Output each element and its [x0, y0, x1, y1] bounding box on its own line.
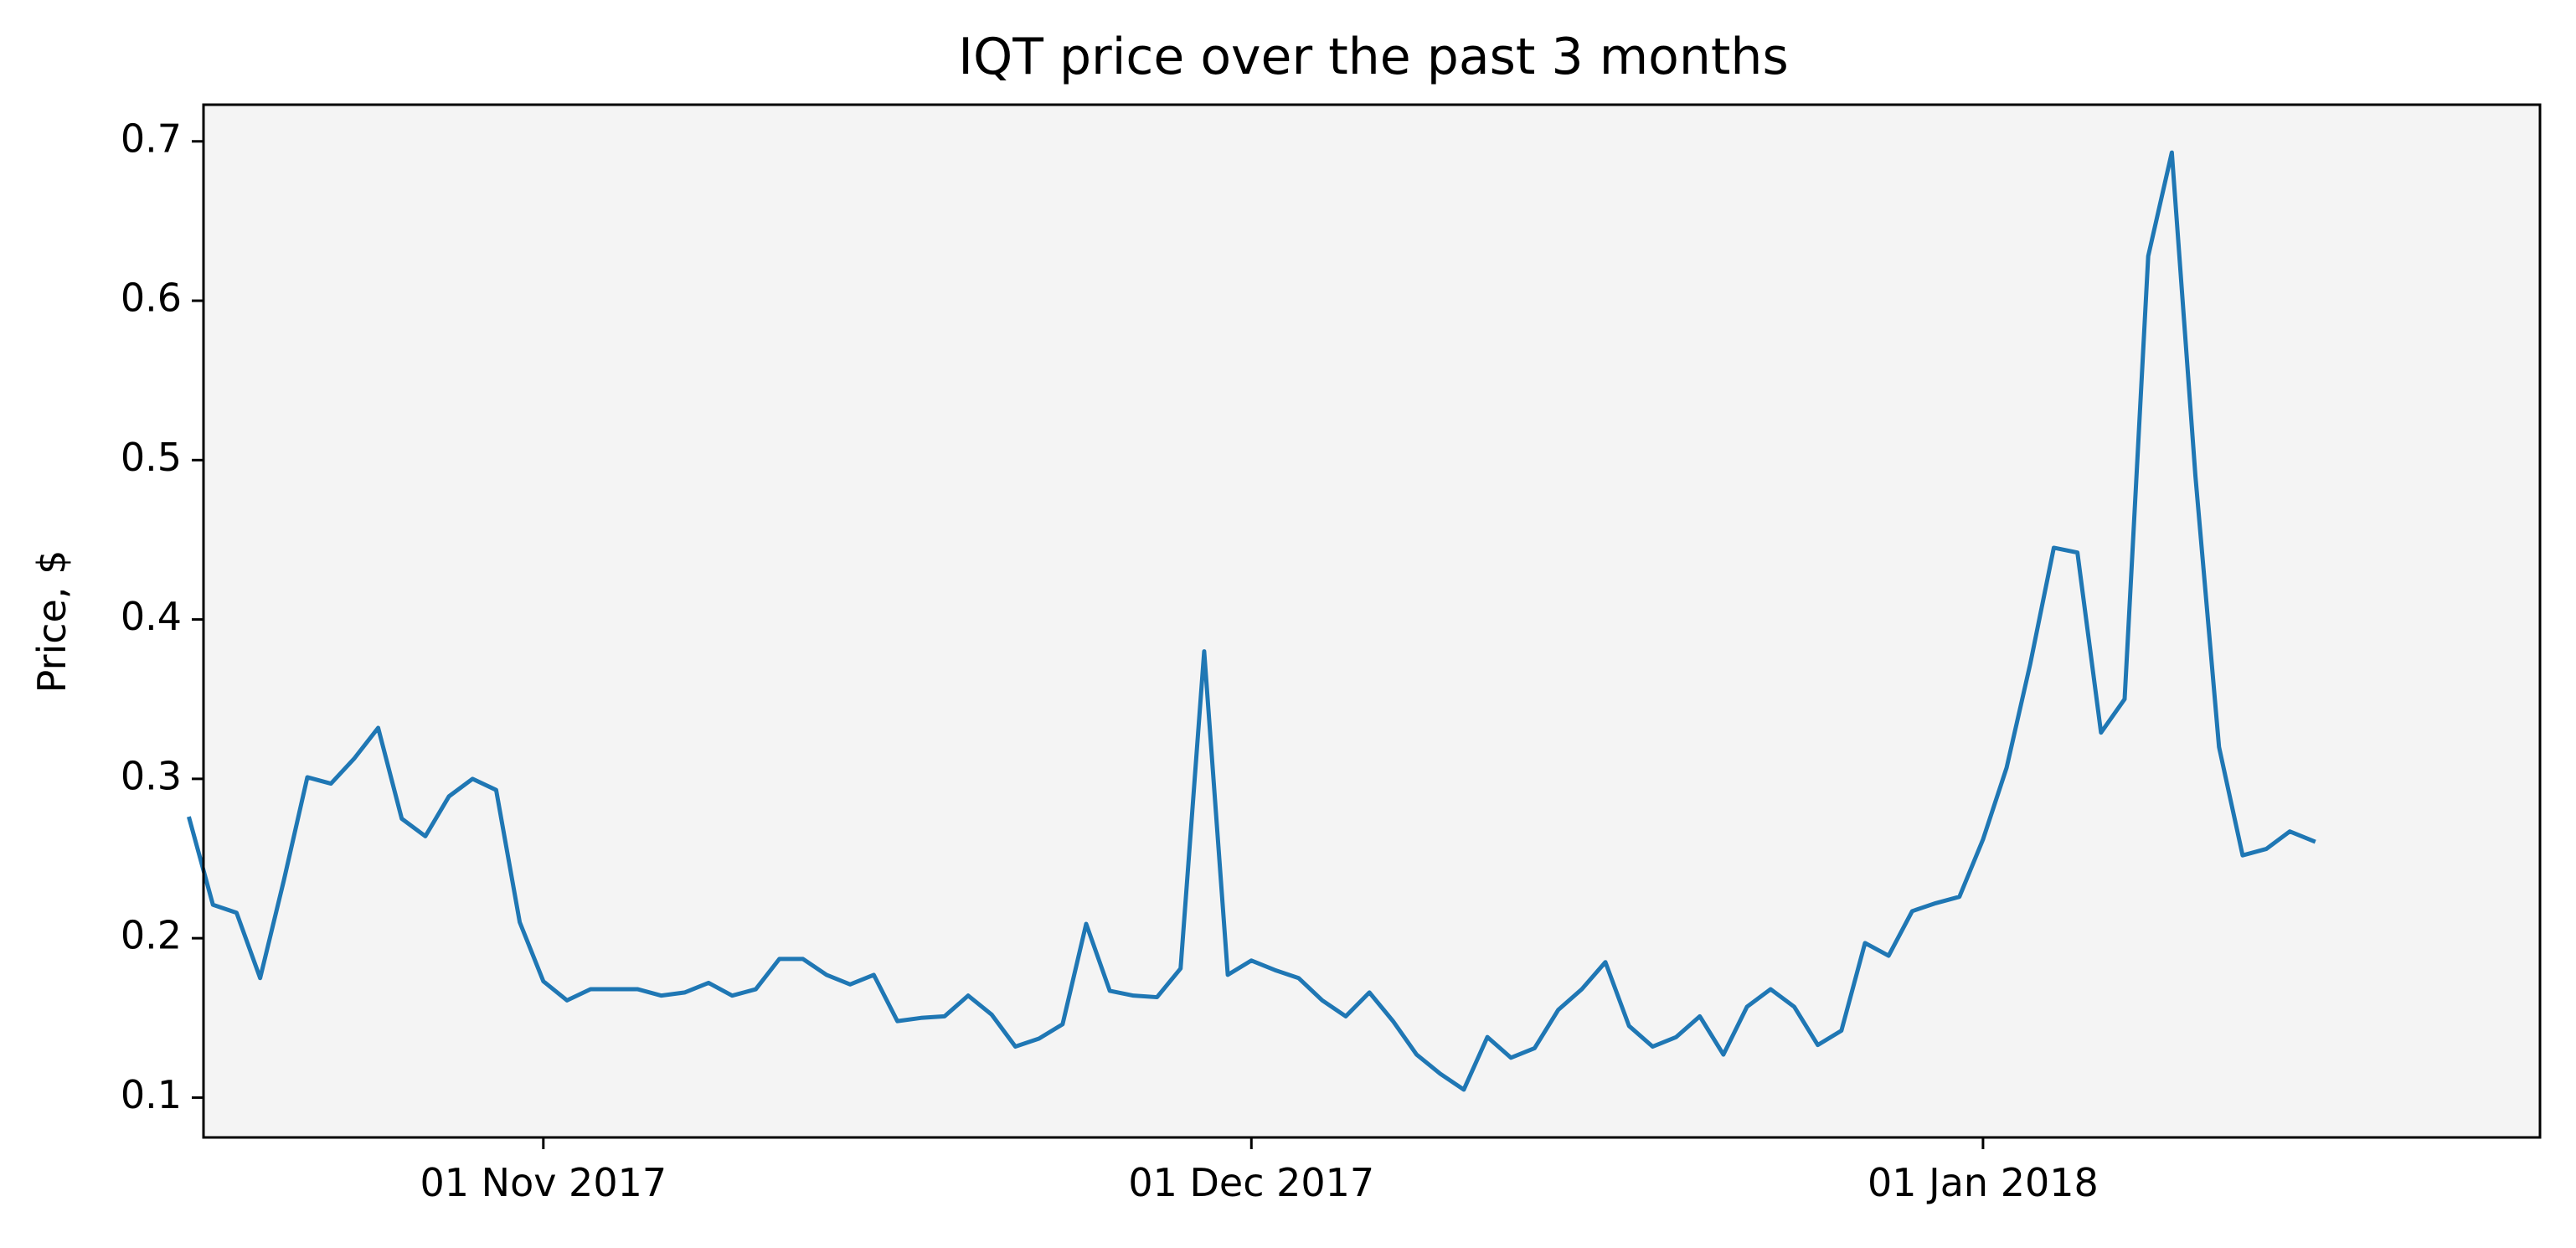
y-axis-label: Price, $ [29, 550, 75, 694]
y-tick-label: 0.4 [121, 594, 182, 639]
y-tick-label: 0.3 [121, 753, 182, 798]
x-tick-label: 01 Jan 2018 [1868, 1160, 2099, 1205]
series-line-iqt [187, 150, 2316, 1092]
x-tick-label: 01 Dec 2017 [1128, 1160, 1374, 1205]
plot-frame [202, 103, 2542, 1139]
y-tick-label: 0.1 [121, 1072, 182, 1117]
series-layer [187, 150, 2316, 1092]
y-tick-label: 0.7 [121, 116, 182, 161]
y-tick-label: 0.5 [121, 435, 182, 480]
y-tick-label: 0.6 [121, 276, 182, 321]
chart-title: IQT price over the past 3 months [958, 28, 1788, 86]
x-axis: 01 Nov 2017 01 Dec 2017 01 Jan 2018 [420, 1137, 2099, 1205]
y-tick-label: 0.2 [121, 913, 182, 958]
y-axis: 0.1 0.2 0.3 0.4 0.5 0.6 0.7 [121, 116, 204, 1117]
x-tick-label: 01 Nov 2017 [420, 1160, 667, 1205]
plot-area [204, 105, 2540, 1137]
